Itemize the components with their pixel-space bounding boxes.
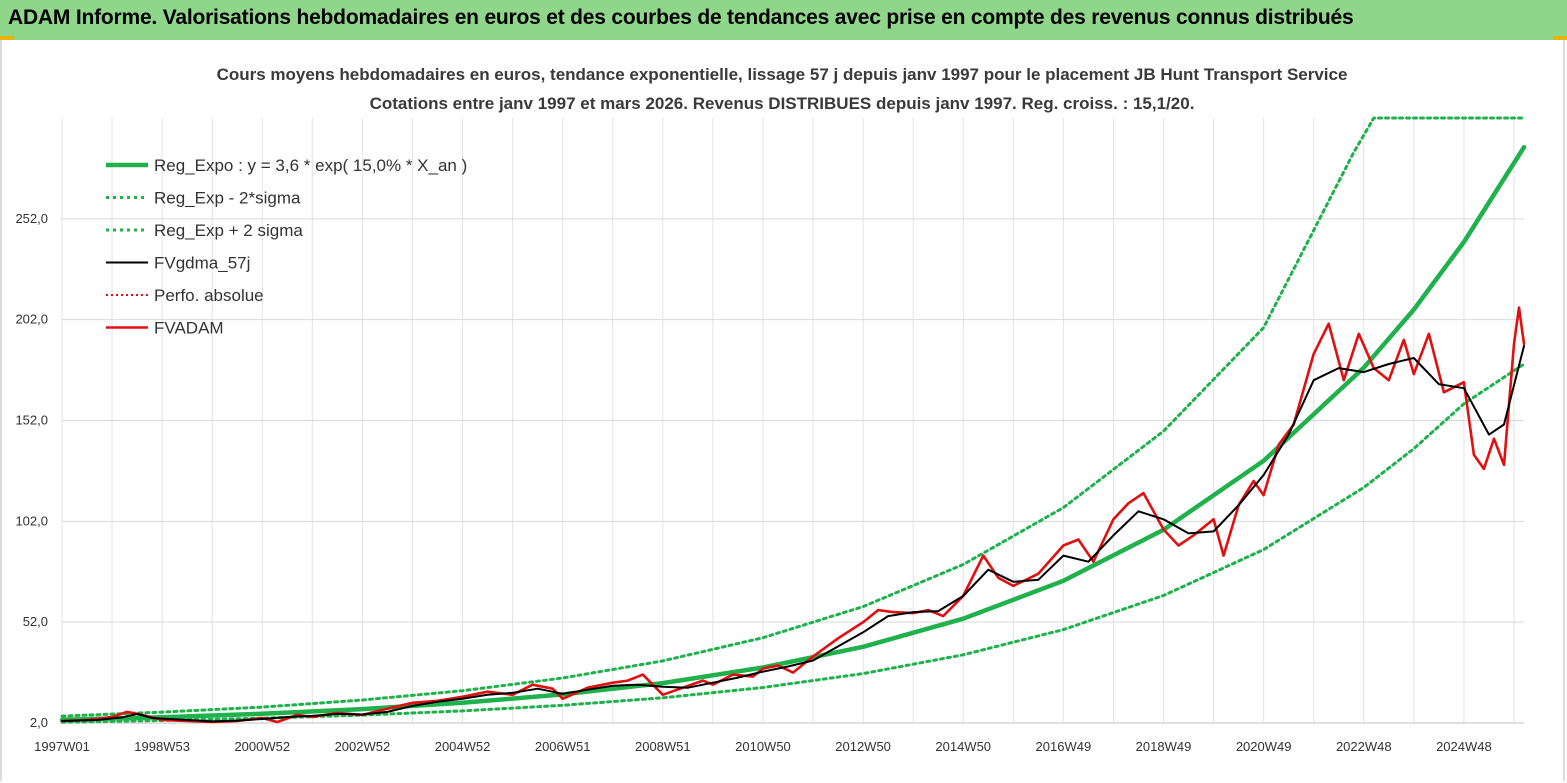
x-tick-label: 2006W51 [535, 739, 591, 754]
x-tick-label: 2014W50 [935, 739, 991, 754]
series-line-3 [61, 344, 1525, 723]
banner-accent-right [1553, 36, 1567, 40]
x-tick-label: 2004W52 [435, 739, 491, 754]
x-tick-label: 2022W48 [1336, 739, 1392, 754]
y-tick-label: 2,0 [30, 715, 48, 730]
y-tick-label: 102,0 [15, 513, 48, 528]
series-layer [59, 116, 1527, 724]
series-line-0 [59, 144, 1527, 723]
y-tick-label: 202,0 [15, 312, 48, 327]
x-tick-label: 2000W52 [234, 739, 290, 754]
x-tick-label: 2010W50 [735, 739, 791, 754]
x-tick-label: 2018W49 [1136, 739, 1192, 754]
chart: Cours moyens hebdomadaires en euros, ten… [15, 65, 1527, 754]
legend-label-4: Perfo. absolue [154, 286, 264, 305]
axes: 2,0 52,0 102,0 152,0 202,0 252,0 1997W01 1998W5… [15, 211, 1524, 754]
x-tick-label: 2002W52 [335, 739, 391, 754]
chart-title: Cours moyens hebdomadaires en euros, ten… [217, 65, 1348, 84]
chart-subtitle: Cotations entre janv 1997 et mars 2026. … [370, 94, 1195, 113]
y-tick-label: 252,0 [15, 211, 48, 226]
legend: Reg_Expo : y = 3,6 * exp( 15,0% * X_an )… [106, 156, 467, 338]
y-tick-label: 52,0 [23, 614, 48, 629]
x-tick-label: 1997W01 [34, 739, 90, 754]
y-tick-label: 152,0 [15, 413, 48, 428]
x-tick-label: 2020W49 [1236, 739, 1292, 754]
x-tick-label: 2008W51 [635, 739, 691, 754]
series-line-2 [60, 116, 1526, 718]
series-line-1 [60, 362, 1526, 724]
legend-label-1: Reg_Exp - 2*sigma [154, 189, 301, 208]
banner-accent-left [0, 36, 14, 40]
x-tick-label: 2012W50 [835, 739, 891, 754]
x-tick-label: 1998W53 [134, 739, 190, 754]
header-banner: ADAM Informe. Valorisations hebdomadaire… [0, 0, 1567, 40]
x-tick-label: 2024W48 [1436, 739, 1492, 754]
legend-label-2: Reg_Exp + 2 sigma [154, 221, 303, 240]
x-tick-label: 2016W49 [1036, 739, 1092, 754]
legend-label-3: FVgdma_57j [154, 254, 250, 273]
legend-label-0: Reg_Expo : y = 3,6 * exp( 15,0% * X_an ) [154, 156, 467, 175]
banner-title: ADAM Informe. Valorisations hebdomadaire… [8, 6, 1354, 29]
legend-label-5: FVADAM [154, 319, 224, 338]
chart-frame: Cours moyens hebdomadaires en euros, ten… [0, 40, 1565, 781]
